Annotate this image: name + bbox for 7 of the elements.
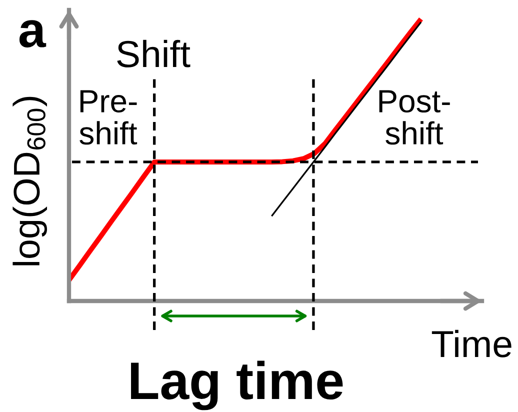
annotation: Shift (117, 40, 190, 68)
y-axis-title: log(OD$_{600}$) (12, 96, 48, 266)
text: Lag time (131, 360, 343, 410)
annotation: Post- shift (379, 90, 450, 145)
x-axis-title: Time (432, 330, 512, 358)
text: a (19, 20, 46, 48)
annotation: Pre- shift (80, 90, 138, 145)
